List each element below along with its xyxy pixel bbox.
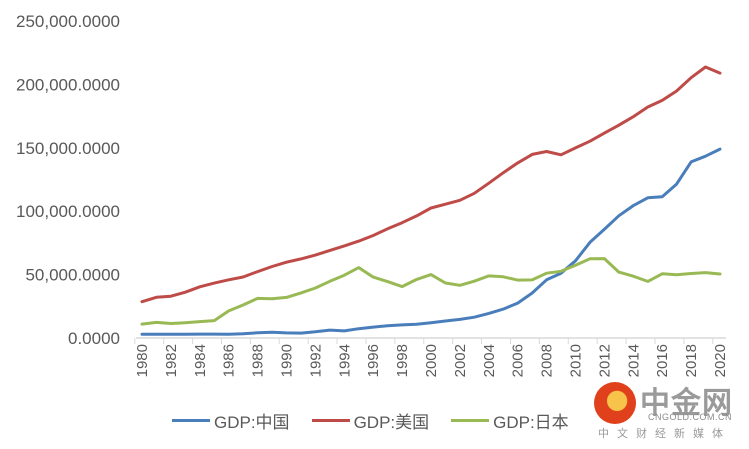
x-axis: 1980 1982 1984 1986 1988 1990 1992 1994 1996 1998… <box>134 337 729 377</box>
cngold-logo-icon <box>594 382 636 424</box>
y-tick-label: 0.0000 <box>68 329 120 348</box>
x-tick-label: 2014 <box>625 344 642 377</box>
legend-swatch-japan <box>451 419 490 422</box>
x-tick-label: 1990 <box>279 344 296 377</box>
x-tick-label: 1992 <box>307 344 324 377</box>
x-tick-label: 2010 <box>568 344 585 377</box>
x-tick-label: 2000 <box>423 344 440 377</box>
legend-label-usa: GDP:美国 <box>353 413 430 432</box>
x-tick-label: 2012 <box>596 344 613 377</box>
x-tick-label: 2016 <box>654 344 671 377</box>
x-tick-label: 2018 <box>683 344 700 377</box>
legend-label-china: GDP:中国 <box>214 413 290 432</box>
y-axis: 0.0000 50,000.0000 100,000.0000 150,000.000… <box>16 12 120 348</box>
y-tick-label: 100,000.0000 <box>16 202 120 221</box>
x-tick-label: 1980 <box>134 344 151 377</box>
x-tick-label: 1988 <box>250 344 267 377</box>
legend-item-usa: GDP:美国 <box>311 408 430 433</box>
legend: GDP:中国 GDP:美国 GDP:日本 <box>172 408 569 433</box>
series-line-usa <box>140 65 722 304</box>
y-tick-label: 50,000.0000 <box>25 266 120 285</box>
watermark-title: 中金网 <box>640 386 733 421</box>
legend-item-china: GDP:中国 <box>172 408 290 433</box>
legend-swatch-usa <box>311 419 350 422</box>
legend-label-japan: GDP:日本 <box>493 413 569 432</box>
y-tick-label: 200,000.0000 <box>16 75 120 94</box>
x-tick-label: 1984 <box>192 344 209 377</box>
series-line-china <box>140 147 722 336</box>
legend-swatch-china <box>172 419 210 422</box>
x-tick-label: 2002 <box>452 344 469 377</box>
x-tick-label: 2004 <box>481 344 498 377</box>
x-tick-label: 2020 <box>712 344 729 377</box>
y-tick-label: 150,000.0000 <box>16 139 120 158</box>
y-tick-label: 250,000.0000 <box>16 12 120 31</box>
series-layer <box>140 65 722 336</box>
x-tick-label: 1986 <box>221 344 238 377</box>
x-tick-label: 1994 <box>336 344 353 377</box>
legend-item-japan: GDP:日本 <box>451 408 569 433</box>
x-tick-label: 1982 <box>163 344 180 377</box>
watermark: 中金网 CNGOLD.COM.CN 中文财经新媒体 <box>592 378 742 440</box>
watermark-subtitle: 中文财经新媒体 <box>598 428 731 440</box>
series-line-japan <box>140 257 722 326</box>
x-tick-label: 1998 <box>394 344 411 377</box>
x-tick-label: 2006 <box>510 344 527 377</box>
watermark-url: CNGOLD.COM.CN <box>648 412 733 422</box>
x-tick-label: 2008 <box>539 344 556 377</box>
x-tick-label: 1996 <box>365 344 382 377</box>
